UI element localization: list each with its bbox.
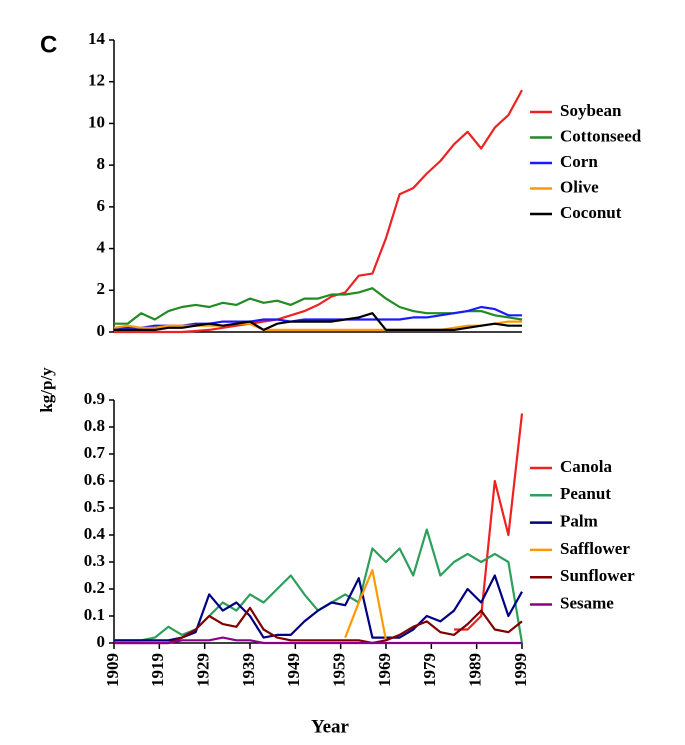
- x-tick-label: 1959: [330, 653, 349, 687]
- x-tick-label: 1939: [239, 653, 258, 687]
- x-tick-label: 1969: [375, 653, 394, 687]
- series-line: [344, 569, 388, 641]
- x-tick-label: 1989: [466, 653, 485, 687]
- x-tick-label: 1979: [420, 653, 439, 687]
- y-tick-label: 0: [97, 321, 106, 340]
- y-tick-label: 0.6: [84, 470, 105, 489]
- y-tick-label: 0.3: [84, 551, 105, 570]
- series-line: [114, 528, 524, 644]
- legend-label: Corn: [560, 152, 598, 171]
- legend-label: Soybean: [560, 101, 622, 120]
- legend-label: Safflower: [560, 539, 630, 558]
- legend-label: Cottonseed: [560, 126, 642, 145]
- y-tick-label: 10: [88, 112, 105, 131]
- legend-label: Peanut: [560, 484, 611, 503]
- y-tick-label: 0.4: [84, 524, 106, 543]
- y-tick-label: 14: [88, 29, 106, 48]
- panel-label: C: [40, 31, 57, 58]
- legend-label: Canola: [560, 457, 612, 476]
- series-line: [113, 320, 522, 331]
- legend-label: Sesame: [560, 593, 614, 612]
- y-tick-label: 4: [97, 237, 106, 256]
- y-tick-label: 0.1: [84, 605, 105, 624]
- legend-label: Olive: [560, 177, 599, 196]
- y-tick-label: 0.5: [84, 497, 105, 516]
- y-tick-label: 0.2: [84, 578, 105, 597]
- x-tick-label: 1919: [148, 653, 167, 687]
- y-tick-label: 0.9: [84, 389, 105, 408]
- x-tick-label: 1909: [103, 653, 122, 687]
- y-tick-label: 8: [97, 154, 106, 173]
- x-tick-label: 1929: [194, 653, 213, 687]
- y-tick-label: 12: [88, 71, 105, 90]
- x-tick-label: 1999: [511, 653, 530, 687]
- series-line: [114, 312, 522, 331]
- series-line: [114, 606, 523, 645]
- legend-label: Coconut: [560, 203, 622, 222]
- y-tick-label: 6: [97, 196, 106, 215]
- series-line: [114, 89, 523, 334]
- legend-label: Palm: [560, 512, 598, 531]
- x-axis-label: Year: [311, 716, 350, 737]
- y-tick-label: 0.8: [84, 416, 105, 435]
- series-line: [114, 636, 522, 645]
- y-tick-label: 0.7: [84, 443, 106, 462]
- x-tick-label: 1949: [284, 653, 303, 687]
- y-tick-label: 0: [97, 632, 106, 651]
- y-axis-label: kg/p/y: [37, 367, 56, 413]
- series-line: [454, 413, 524, 631]
- legend-label: Sunflower: [560, 566, 635, 585]
- y-tick-label: 2: [97, 279, 106, 298]
